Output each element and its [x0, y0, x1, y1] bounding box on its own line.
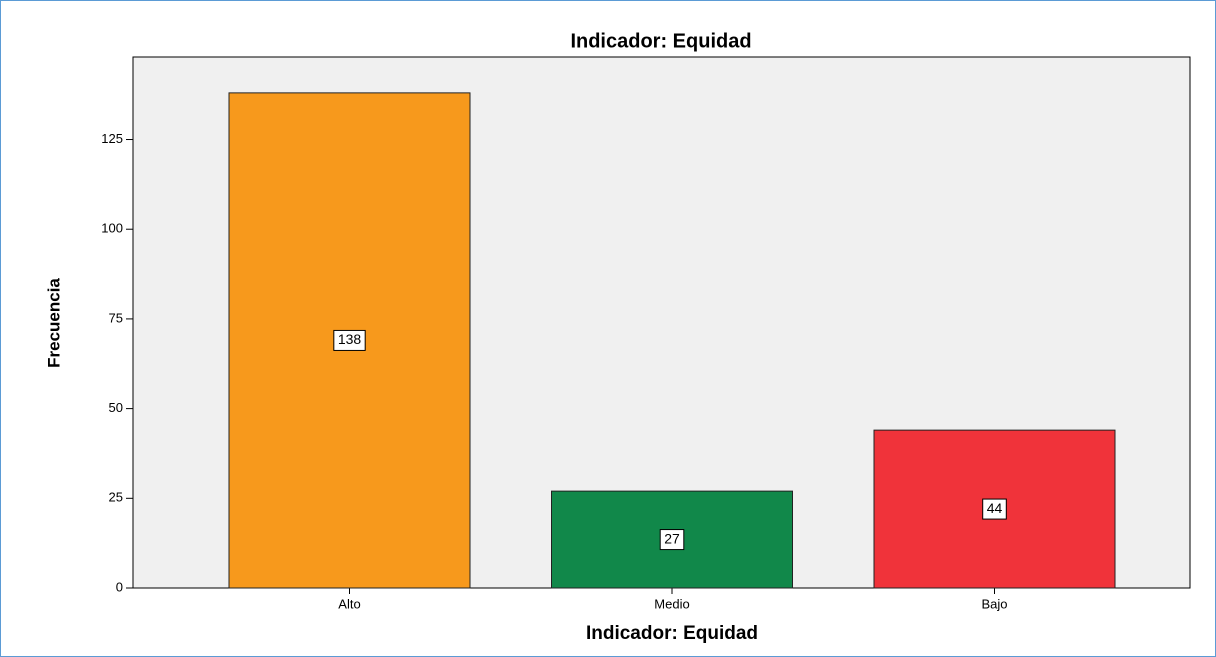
chart-title: Indicador: Equidad [570, 30, 751, 52]
y-tick-label: 50 [109, 400, 123, 415]
data-label-box [333, 329, 366, 351]
data-label: 44 [987, 500, 1003, 516]
y-tick-label: 125 [101, 131, 123, 146]
y-axis-label: Frecuencia [44, 278, 63, 368]
x-tick-label: Bajo [981, 596, 1007, 611]
y-tick-label: 100 [101, 221, 123, 236]
x-tick-label: Alto [338, 596, 360, 611]
data-label-box [659, 529, 685, 551]
x-tick-label: Medio [654, 596, 689, 611]
y-tick-label: 75 [109, 310, 123, 325]
data-label: 138 [338, 331, 362, 347]
x-axis-label: Indicador: Equidad [586, 623, 758, 644]
data-label-box [982, 498, 1007, 520]
data-label: 27 [664, 530, 680, 546]
y-tick-label: 25 [109, 490, 123, 505]
y-tick-label: 0 [116, 579, 123, 594]
